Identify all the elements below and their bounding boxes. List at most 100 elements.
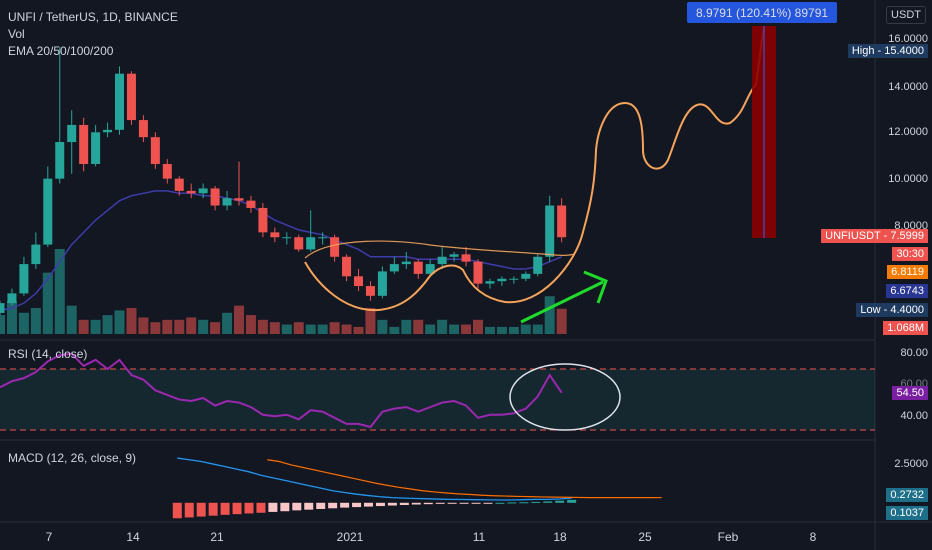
volume-bars (0, 249, 567, 334)
time-axis-label: 7 (45, 530, 53, 544)
macd-histogram-bar (471, 502, 481, 504)
ema-value-tag: 6.8119 (887, 265, 928, 279)
macd-histogram-bar (543, 501, 553, 503)
candle-body (31, 244, 41, 265)
volume-legend[interactable]: Vol (8, 27, 25, 41)
time-axis-label: 8 (809, 530, 817, 544)
rsi-highlight-ellipse[interactable] (509, 363, 621, 431)
candle-body (198, 188, 208, 194)
candle-body (485, 281, 495, 284)
macd-histogram-bar (447, 502, 457, 504)
volume-bar (544, 296, 555, 334)
candle-body (330, 237, 340, 257)
volume-bar (305, 324, 316, 334)
volume-bar (198, 319, 209, 334)
candle-body (43, 178, 53, 245)
volume-bar (413, 319, 424, 334)
candle-body (222, 198, 232, 206)
volume-bar (174, 319, 185, 334)
macd-legend[interactable]: MACD (12, 26, close, 9) (8, 451, 137, 465)
cup-rim-drawing[interactable] (304, 240, 576, 259)
rsi-value-tag: 54.50 (892, 386, 928, 400)
macd-histogram-bar (256, 502, 266, 513)
high-tag: High - 15.4000 (847, 44, 928, 58)
candle-body (449, 254, 459, 257)
time-axis-label: 18 (553, 530, 567, 544)
candle-body (294, 237, 304, 250)
symbol-title[interactable]: UNFI / TetherUS, 1D, BINANCE (8, 10, 178, 24)
volume-bar (54, 249, 65, 334)
volume-bar (401, 319, 412, 334)
time-axis-label: 25 (638, 530, 652, 544)
volume-bar (556, 308, 567, 334)
macd-histogram-bar (531, 501, 541, 503)
volume-bar (257, 319, 268, 334)
candle-body (234, 198, 244, 201)
macd-histogram-bar (387, 502, 397, 506)
candle-body (19, 264, 29, 294)
ema-value2-tag: 6.6743 (886, 284, 928, 298)
volume-bar (269, 322, 280, 334)
macd-histogram-bar (567, 499, 577, 503)
rsi-legend[interactable]: RSI (14, close) (8, 347, 88, 361)
volume-bar (126, 308, 137, 334)
volume-bar (42, 272, 53, 334)
candle-body (79, 124, 89, 165)
ema-legend[interactable]: EMA 20/50/100/200 (8, 44, 114, 58)
rsi-tick: 80.00 (900, 347, 928, 359)
candle-body (91, 132, 101, 165)
volume-bar (353, 326, 364, 334)
candle-body (162, 164, 172, 179)
volume-bar (496, 326, 507, 334)
macd-histogram-bar (196, 502, 206, 517)
volume-bar (437, 319, 448, 334)
candle-body (210, 188, 220, 206)
volume-bar (389, 326, 400, 334)
volume-bar (0, 315, 5, 334)
macd-histogram-bar (483, 502, 493, 504)
candle-body (401, 261, 411, 265)
time-axis-label: 11 (472, 530, 486, 544)
candlesticks (0, 46, 567, 316)
macd-histogram-bar (232, 502, 242, 515)
price-tick: 14.0000 (888, 81, 928, 93)
volume-tag: 1.068M (883, 321, 928, 335)
macd-histogram-bar (555, 500, 565, 503)
volume-bar (377, 319, 388, 334)
candle-body (258, 207, 268, 233)
candle-body (342, 256, 352, 277)
volume-bar (245, 315, 256, 334)
volume-bar (532, 324, 543, 334)
macd-histogram-bar (172, 502, 182, 519)
candle-body (115, 73, 124, 130)
volume-bar (473, 319, 483, 334)
measure-tooltip: 8.9791 (120.41%) 89791 (687, 2, 837, 23)
currency-selector[interactable]: USDT (886, 6, 926, 24)
candle-body (413, 261, 423, 274)
symbol-legend: UNFI / TetherUS, 1D, BINANCE (8, 10, 178, 24)
volume-bar (102, 315, 113, 334)
candle-body (174, 178, 184, 191)
volume-bar (18, 312, 29, 334)
candle-body (186, 190, 196, 194)
macd-histogram-bar (292, 502, 302, 511)
rsi-tick: 40.00 (900, 410, 928, 422)
projection-path-drawing[interactable] (304, 27, 765, 312)
breakout-arrow-line[interactable] (520, 280, 604, 324)
macd-histogram-bar (184, 502, 194, 518)
candle-body (389, 264, 399, 272)
breakout-arrow-head[interactable] (583, 270, 608, 304)
rsi-line (0, 352, 563, 429)
volume-bar (78, 319, 89, 334)
volume-bar (449, 324, 460, 334)
volume-bar (90, 319, 101, 334)
candle-body (0, 303, 5, 313)
volume-bar (425, 324, 436, 334)
volume-bar (508, 326, 519, 334)
low-tag: Low - 4.4000 (856, 303, 928, 317)
macd-histogram-bar (268, 502, 278, 512)
volume-bar (66, 305, 77, 334)
candle-body (126, 73, 136, 121)
macd-histogram-bar (208, 502, 218, 516)
